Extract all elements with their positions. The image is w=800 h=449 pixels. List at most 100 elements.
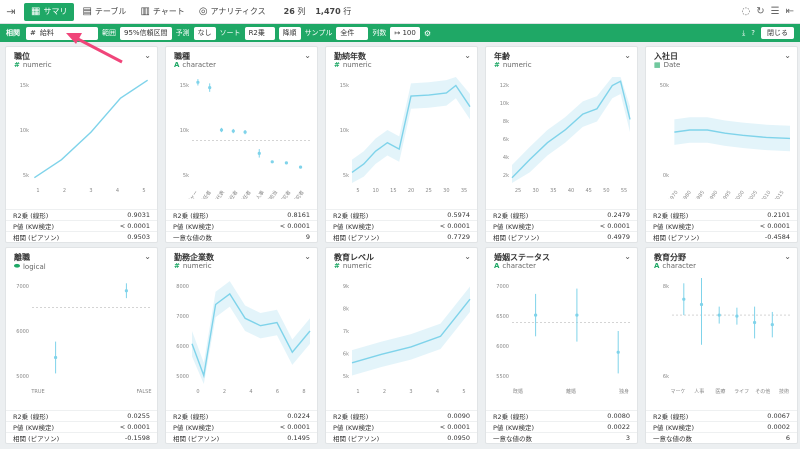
stat-label: R2乗 (線形) — [653, 212, 689, 220]
x-tick-label: 1985 — [694, 190, 706, 199]
collapse-icon[interactable]: ⇥ — [6, 5, 16, 18]
y-tick-label: 10k — [180, 128, 189, 134]
gear-icon[interactable]: ⚙ — [423, 28, 431, 38]
sort-order-select[interactable]: 降順 — [278, 26, 301, 40]
y-tick-label: 5000 — [16, 374, 29, 380]
stat-value: 0.0950 — [447, 434, 470, 442]
x-tick-label: 35 — [461, 188, 467, 194]
stat-row: R2乗 (線形) 0.0090 — [326, 410, 477, 421]
columns-input[interactable]: ↦ 100 — [390, 26, 420, 40]
x-tick-label: 1995 — [720, 190, 732, 199]
collapse-right-icon[interactable]: ⇤ — [785, 6, 794, 17]
type-icon: A — [654, 262, 660, 270]
stat-row: R2乗 (線形) 0.9031 — [6, 209, 157, 220]
chevron-down-icon[interactable]: ⌄ — [624, 252, 631, 261]
mean-point — [231, 129, 235, 133]
stat-value: < 0.0001 — [279, 423, 310, 431]
y-tick-label: 8000 — [176, 284, 189, 290]
x-tick-label: 5 — [356, 188, 359, 194]
stat-label: 相関 (ピアソン) — [333, 435, 380, 443]
stat-value: 3 — [625, 434, 630, 442]
stat-row: 相関 (ピアソン) -0.4584 — [646, 231, 797, 242]
chevron-down-icon[interactable]: ⌄ — [624, 51, 631, 60]
chevron-down-icon[interactable]: ⌄ — [784, 51, 791, 60]
x-tick-label: 1990 — [707, 190, 719, 199]
stat-label: 一意な値の数 — [493, 435, 532, 443]
stat-value: 0.0067 — [767, 412, 790, 420]
chevron-down-icon[interactable]: ⌄ — [144, 252, 151, 261]
tab-table[interactable]: ▤ テーブル — [76, 3, 132, 21]
type-icon: # — [14, 61, 20, 69]
y-tick-label: 6500 — [496, 314, 509, 320]
type-icon: # — [494, 61, 500, 69]
type-label: numeric — [22, 61, 52, 69]
tab-analytics[interactable]: ◎ アナリティクス — [193, 3, 272, 21]
stat-value: < 0.0001 — [439, 222, 470, 230]
range-select[interactable]: 95%信頼区間 — [120, 26, 172, 40]
stat-label: P値 (KW検定) — [173, 424, 215, 432]
mean-point — [124, 289, 128, 293]
stat-label: P値 (KW検定) — [653, 223, 695, 231]
x-tick-label: 3 — [409, 389, 412, 395]
predict-select[interactable]: なし — [193, 26, 216, 40]
y-tick-label: 15k — [180, 83, 189, 89]
series-line — [191, 292, 311, 379]
card-chart: 7000 6500 6000 5500 既婚 離婚 独身 — [496, 284, 630, 395]
chevron-down-icon[interactable]: ⌄ — [304, 51, 311, 60]
stat-value: -0.4584 — [764, 233, 790, 241]
card-stats: R2乗 (線形) 0.0080 P値 (KW検定) 0.0022 一意な値の数 3 — [486, 410, 637, 443]
stat-label: R2乗 (線形) — [333, 212, 369, 220]
x-tick-label: 2 — [63, 188, 66, 194]
stat-label: R2乗 (線形) — [653, 413, 689, 421]
close-button[interactable]: 閉じる — [761, 27, 794, 39]
download-icon[interactable]: ⤓ — [742, 28, 746, 37]
help-icon[interactable]: ? — [751, 29, 755, 37]
x-tick-label: 45 — [585, 188, 591, 194]
x-tick-label: 営業担当 — [262, 189, 279, 199]
data-counts: 26 列 1,470 行 — [284, 6, 352, 17]
stat-value: 0.1495 — [287, 434, 310, 442]
sort-select[interactable]: R2乗 — [244, 26, 275, 40]
sample-select[interactable]: 全件 — [336, 26, 369, 40]
chevron-down-icon[interactable]: ⌄ — [464, 252, 471, 261]
x-tick-label: 研究者 — [278, 189, 292, 199]
stat-value: < 0.0001 — [119, 423, 150, 431]
y-tick-label: 7k — [343, 329, 349, 335]
target-column-select[interactable]: # 給料 — [26, 26, 98, 40]
stat-row: P値 (KW検定) < 0.0001 — [166, 421, 317, 432]
tab-chart[interactable]: ▥ チャート — [134, 3, 190, 21]
stat-value: 0.9031 — [127, 211, 150, 219]
column-type: # numeric — [334, 61, 372, 69]
card-education: 教育レベル # numeric ⌄ 9k 8k 7k 6k 5k 1 2 3 4 5 R2乗 (線形… — [325, 247, 478, 444]
card-chart: 12k 10k 8k 6k 4k 2k 25 30 35 40 45 50 55 — [500, 77, 631, 194]
y-tick-label: 0k — [663, 173, 669, 179]
card-title: 勤続年数 — [334, 52, 366, 61]
chevron-down-icon[interactable]: ⌄ — [304, 252, 311, 261]
column-type: # numeric — [494, 61, 532, 69]
stat-row: P値 (KW検定) < 0.0001 — [326, 220, 477, 231]
sort-label: ソート — [219, 29, 241, 37]
x-tick-label: 2005 — [747, 190, 759, 199]
chevron-down-icon[interactable]: ⌄ — [464, 51, 471, 60]
tab-summary[interactable]: ▦ サマリ — [24, 2, 75, 21]
range-label: 範囲 — [102, 29, 116, 37]
stat-row: 相関 (ピアソン) 0.1495 — [166, 432, 317, 443]
refresh-icon[interactable]: ↻ — [756, 6, 765, 17]
stat-value: 9 — [305, 233, 310, 241]
card-title: 教育分野 — [654, 253, 686, 262]
sliders-icon[interactable]: ☰ — [770, 6, 780, 17]
stat-value: < 0.0001 — [759, 222, 790, 230]
stat-label: 相関 (ピアソン) — [173, 435, 220, 443]
x-tick-label: 2 — [383, 389, 386, 395]
card-chart: 50k 0k 1970 1980 1985 1990 1995 2000 2005 2010 201… — [660, 83, 791, 199]
chevron-down-icon[interactable]: ⌄ — [144, 51, 151, 60]
y-tick-label: 6000 — [16, 329, 29, 335]
comment-icon[interactable]: ◌ — [741, 6, 751, 17]
chevron-down-icon[interactable]: ⌄ — [784, 252, 791, 261]
stat-row: R2乗 (線形) 0.5974 — [326, 209, 477, 220]
y-tick-label: 6000 — [176, 344, 189, 350]
x-tick-label: 30 — [443, 188, 449, 194]
